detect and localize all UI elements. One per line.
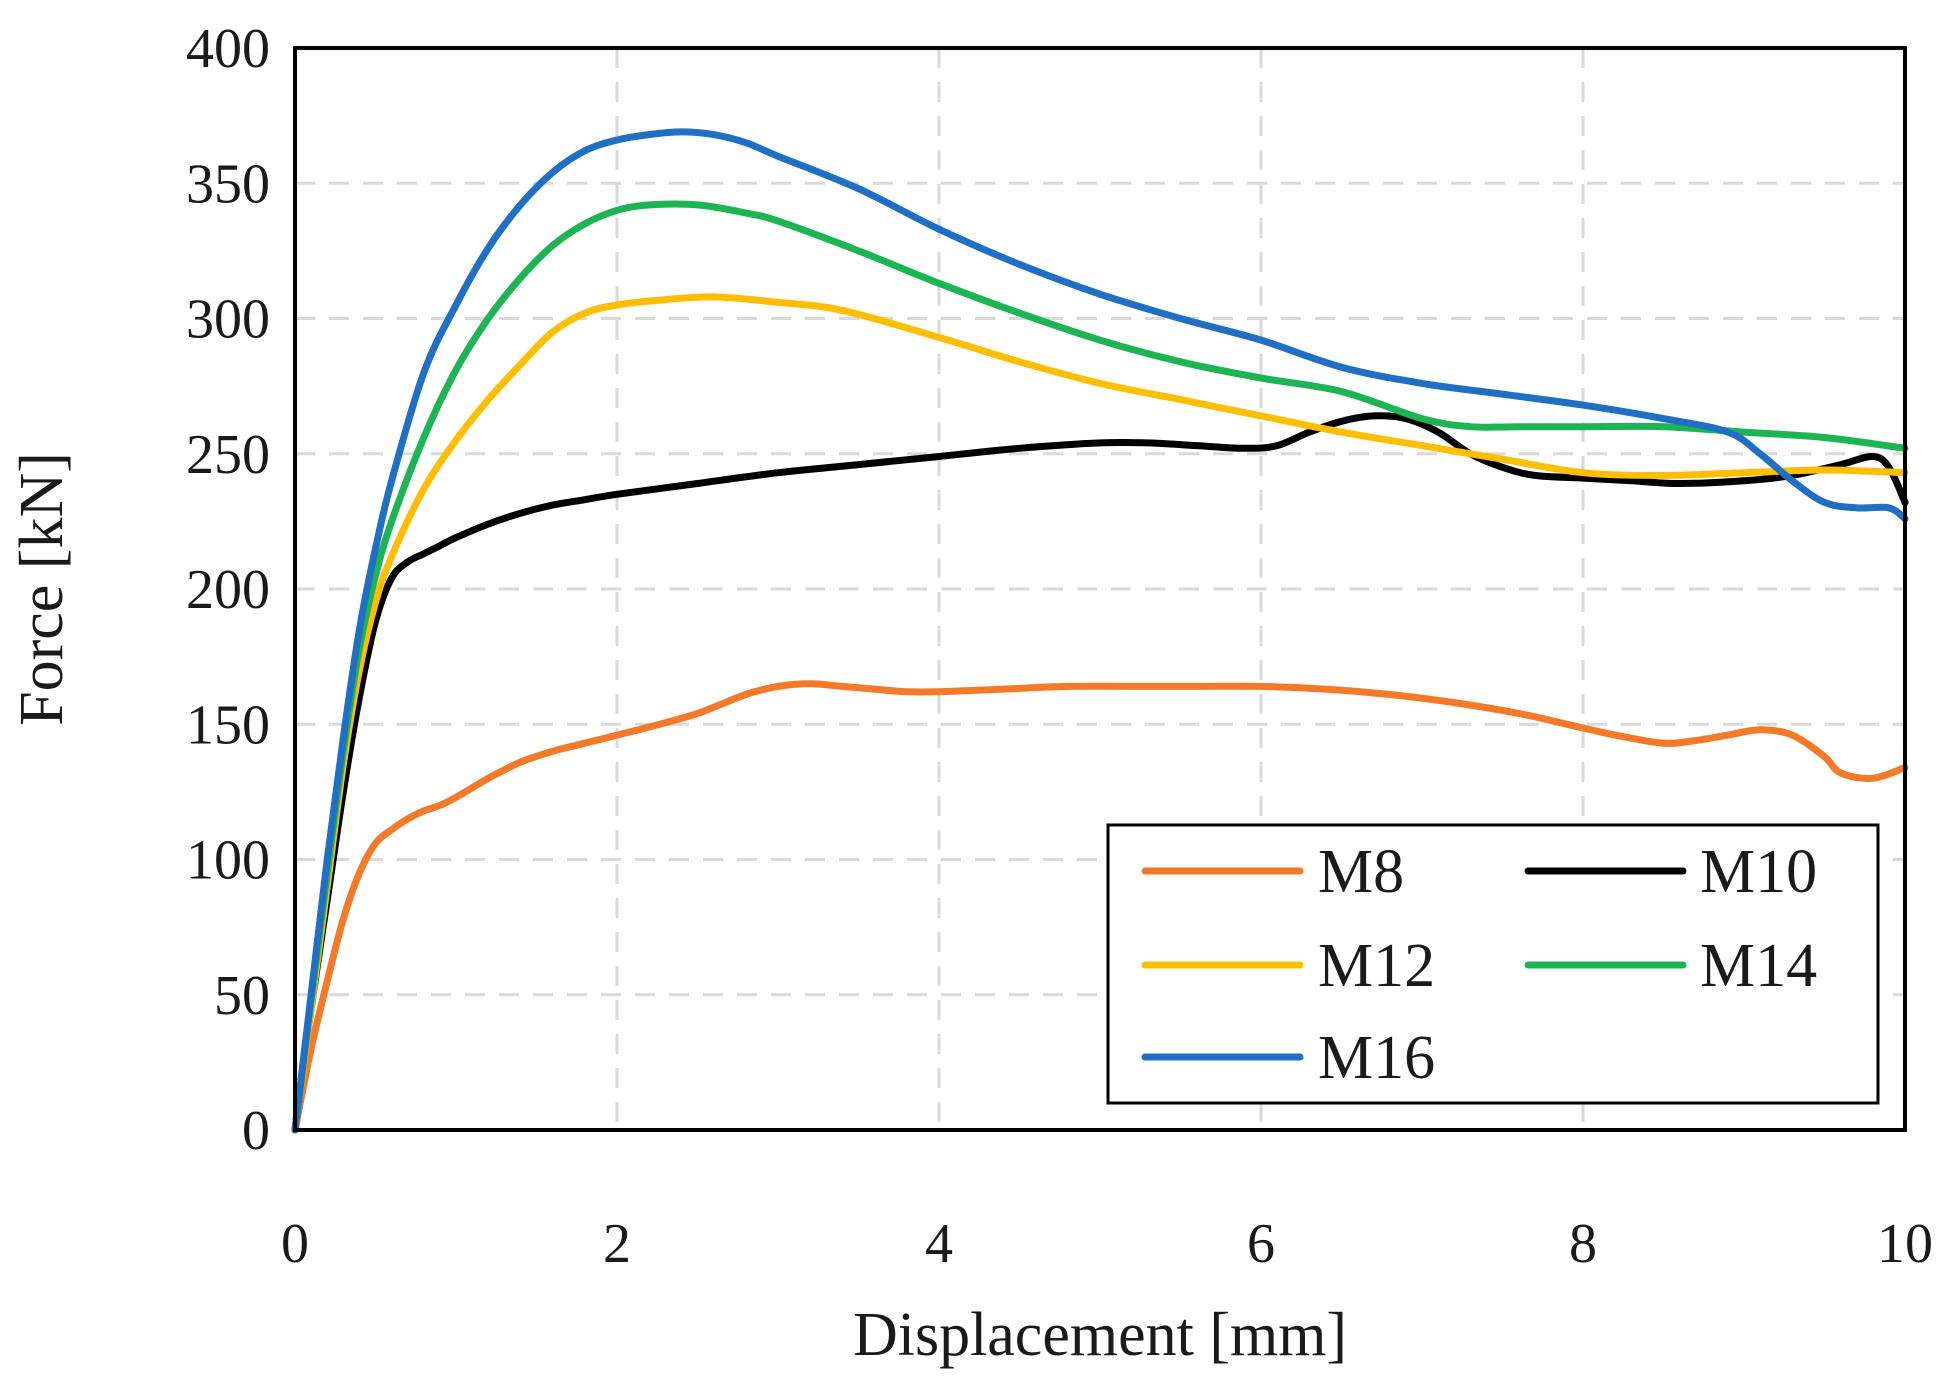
series-line-m10 xyxy=(291,412,1909,1134)
y-tick-label: 200 xyxy=(186,559,270,621)
y-tick-label: 0 xyxy=(242,1100,270,1162)
y-tick-label: 350 xyxy=(186,153,270,215)
x-axis-title: Displacement [mm] xyxy=(853,1301,1347,1369)
legend-label-m8: M8 xyxy=(1318,838,1404,906)
legend-label-m14: M14 xyxy=(1700,932,1817,1000)
x-tick-label: 0 xyxy=(281,1213,309,1275)
x-tick-label: 10 xyxy=(1877,1213,1933,1275)
series-line-m16 xyxy=(291,128,1909,1134)
legend: M8 M10 M12 M14 M16 xyxy=(1106,823,1880,1105)
y-tick-label: 250 xyxy=(186,424,270,486)
series-line-m12 xyxy=(291,293,1909,1134)
y-tick-label: 150 xyxy=(186,694,270,756)
y-tick-label: 400 xyxy=(186,18,270,80)
y-tick-label: 300 xyxy=(186,289,270,351)
series-line-m14 xyxy=(291,200,1909,1134)
legend-label-m16: M16 xyxy=(1318,1024,1435,1092)
x-tick-label: 6 xyxy=(1247,1213,1275,1275)
y-axis-ticks: 0 50 100 150 200 250 300 350 400 xyxy=(186,18,270,1162)
x-tick-label: 8 xyxy=(1569,1213,1597,1275)
x-tick-label: 4 xyxy=(925,1213,953,1275)
plot-frame xyxy=(293,46,1907,1132)
y-axis-title: Force [kN] xyxy=(8,452,76,726)
series-line-m8 xyxy=(291,680,1909,1134)
y-tick-label: 100 xyxy=(186,830,270,892)
x-tick-label: 2 xyxy=(603,1213,631,1275)
legend-label-m10: M10 xyxy=(1700,838,1817,906)
y-tick-label: 50 xyxy=(214,965,270,1027)
series-layer xyxy=(291,128,1909,1134)
x-axis-ticks: 0 2 4 6 8 10 xyxy=(281,1213,1933,1275)
legend-label-m12: M12 xyxy=(1318,932,1435,1000)
